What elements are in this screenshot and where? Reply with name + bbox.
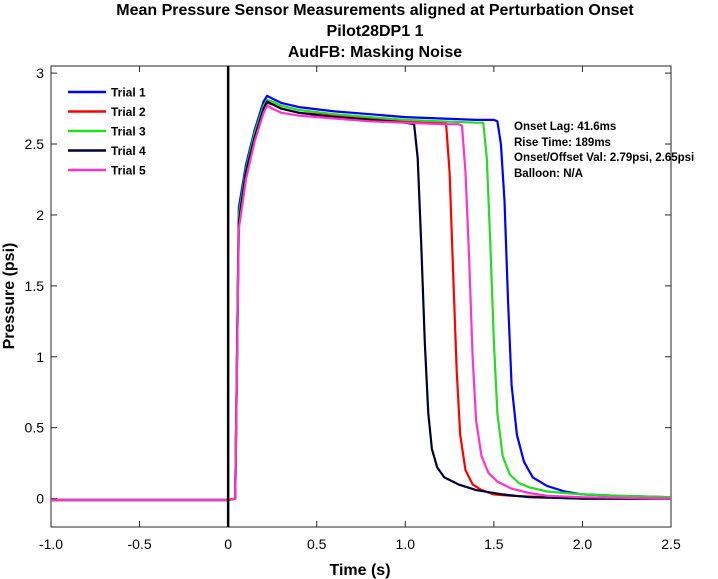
annotation-onset-lag: Onset Lag: 41.6ms	[514, 121, 616, 133]
series-lines	[51, 94, 672, 502]
chart-title-line-2: Pilot28DP1 1	[327, 23, 424, 40]
chart-title-line-1: Mean Pressure Sensor Measurements aligne…	[116, 2, 634, 19]
legend-label-trial-5: Trial 5	[111, 164, 146, 178]
legend-label-trial-3: Trial 3	[111, 125, 146, 139]
series-line-trial-5	[51, 104, 672, 502]
y-tick-label: 1	[36, 349, 44, 365]
y-tick-label: 3	[36, 65, 44, 81]
chart-title-line-3: AudFB: Masking Noise	[288, 44, 462, 61]
x-tick-label: -1.0	[39, 536, 63, 552]
y-axis-ticks: 0 0.5 1 1.5 2 2.5 3	[25, 65, 671, 507]
y-tick-label: 2.5	[25, 136, 45, 152]
annotation-rise-time: Rise Time: 189ms	[514, 137, 611, 149]
plot-border	[50, 65, 672, 528]
x-axis-label: Time (s)	[329, 562, 390, 579]
x-tick-label: 2.0	[573, 536, 593, 552]
x-tick-label: 2.5	[661, 536, 681, 552]
y-tick-label: 2	[36, 207, 44, 223]
x-tick-label: 1.0	[396, 536, 416, 552]
y-tick-label: 1.5	[25, 278, 45, 294]
legend-label-trial-2: Trial 2	[111, 105, 146, 119]
legend: Trial 1 Trial 2 Trial 3 Trial 4 Trial 5	[68, 86, 146, 178]
annotation-block: Onset Lag: 41.6ms Rise Time: 189ms Onset…	[514, 121, 694, 180]
x-axis-ticks: -1.0 -0.5 0 0.5 1.0 1.5 2.0 2.5	[39, 66, 681, 552]
x-tick-label: -0.5	[128, 536, 152, 552]
x-tick-label: 0	[224, 536, 232, 552]
y-axis-label: Pressure (psi)	[1, 243, 18, 350]
annotation-onset-offset: Onset/Offset Val: 2.79psi, 2.65psi	[514, 152, 694, 164]
x-tick-label: 1.5	[484, 536, 504, 552]
y-tick-label: 0.5	[25, 420, 45, 436]
annotation-balloon: Balloon: N/A	[514, 168, 583, 180]
legend-label-trial-1: Trial 1	[111, 86, 146, 100]
plot-frame	[50, 65, 672, 528]
y-tick-label: 0	[36, 491, 44, 507]
x-tick-label: 0.5	[307, 536, 327, 552]
legend-label-trial-4: Trial 4	[111, 144, 146, 158]
